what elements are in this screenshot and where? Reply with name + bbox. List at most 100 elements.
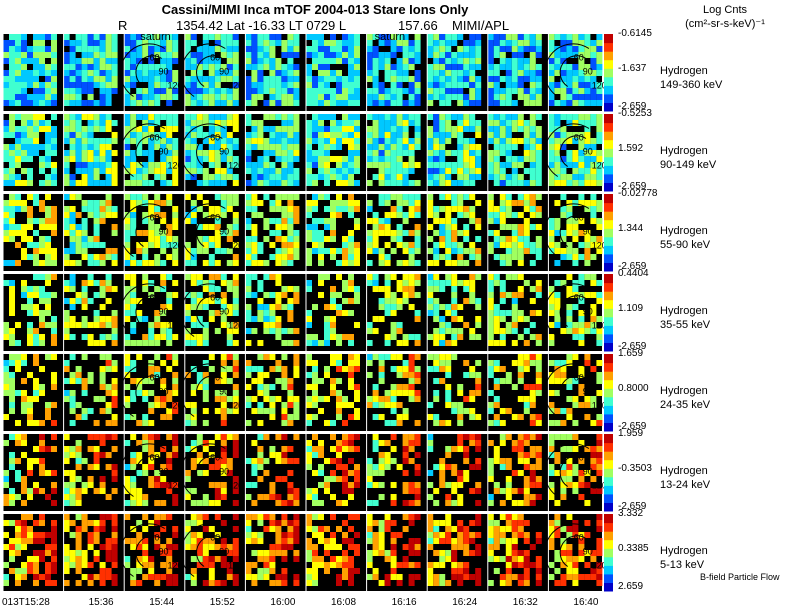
heatmap-cell xyxy=(136,126,143,132)
heatmap-cell xyxy=(590,94,597,100)
heatmap-cell xyxy=(330,52,336,58)
heatmap-cell xyxy=(75,322,82,328)
heatmap-cell xyxy=(75,162,82,168)
heatmap-cell xyxy=(3,132,9,138)
heatmap-cell xyxy=(81,218,88,224)
heatmap-cell xyxy=(529,34,536,40)
heatmap-cell xyxy=(287,538,294,544)
heatmap-cell xyxy=(69,194,76,200)
heatmap-cell xyxy=(245,200,252,206)
heatmap-cell xyxy=(3,366,9,372)
heatmap-cell xyxy=(354,120,360,126)
heatmap-cell xyxy=(9,94,15,100)
heatmap-cell xyxy=(124,476,131,482)
heatmap-cell xyxy=(596,334,603,340)
heatmap-cell xyxy=(21,180,27,186)
heatmap-cell xyxy=(226,408,233,414)
heatmap-cell xyxy=(511,248,518,254)
heatmap-cell xyxy=(172,562,179,568)
heatmap-cell xyxy=(9,488,15,494)
heatmap-cell xyxy=(293,206,300,212)
heatmap-cell xyxy=(535,372,542,378)
heatmap-cell xyxy=(81,514,88,520)
heatmap-cell xyxy=(451,482,458,488)
heatmap-cell xyxy=(27,194,33,200)
heatmap-cell xyxy=(487,242,494,248)
heatmap-cell xyxy=(523,138,530,144)
heatmap-cell xyxy=(505,100,512,106)
heatmap-cell xyxy=(517,174,524,180)
heatmap-cell xyxy=(548,322,555,328)
heatmap-cell xyxy=(87,168,94,174)
heatmap-cell xyxy=(535,360,542,366)
heatmap-cell xyxy=(342,138,348,144)
heatmap-cell xyxy=(475,254,482,260)
heatmap-cell xyxy=(269,180,276,186)
heatmap-cell xyxy=(251,168,258,174)
heatmap-cell xyxy=(232,354,239,360)
heatmap-cell xyxy=(21,514,27,520)
heatmap-cell xyxy=(505,378,512,384)
heatmap-cell xyxy=(130,538,137,544)
heatmap-cell xyxy=(324,138,330,144)
heatmap-cell xyxy=(475,82,482,88)
heatmap-cell xyxy=(220,470,227,476)
heatmap-cell xyxy=(590,82,597,88)
heatmap-cell xyxy=(160,286,167,292)
heatmap-cell xyxy=(190,114,197,120)
heatmap-cell xyxy=(148,94,155,100)
heatmap-cell xyxy=(457,260,464,266)
heatmap-cell xyxy=(348,58,354,64)
heatmap-cell xyxy=(148,378,155,384)
heatmap-cell xyxy=(251,58,258,64)
heatmap-cell xyxy=(366,162,373,168)
heatmap-cell xyxy=(445,180,452,186)
heatmap-cell xyxy=(33,46,39,52)
heatmap-cell xyxy=(63,280,70,286)
heatmap-cell xyxy=(184,304,191,310)
heatmap-cell xyxy=(354,360,360,366)
heatmap-cell xyxy=(584,360,591,366)
heatmap-cell xyxy=(408,194,415,200)
heatmap-cell xyxy=(9,218,15,224)
heatmap-cell xyxy=(414,452,421,458)
heatmap-cell xyxy=(269,310,276,316)
heatmap-cell xyxy=(384,274,391,280)
heatmap-cell xyxy=(554,360,561,366)
heatmap-cell xyxy=(251,500,258,506)
heatmap-cell xyxy=(324,396,330,402)
heatmap-cell xyxy=(408,200,415,206)
heatmap-cell xyxy=(281,138,288,144)
heatmap-cell xyxy=(402,274,409,280)
heatmap-cell xyxy=(372,64,379,70)
contour-label: 90 xyxy=(159,227,169,237)
heatmap-cell xyxy=(33,550,39,556)
heatmap-cell xyxy=(414,194,421,200)
heatmap-cell xyxy=(312,200,318,206)
heatmap-cell xyxy=(160,482,167,488)
heatmap-cell xyxy=(529,70,536,76)
heatmap-cell xyxy=(142,40,149,46)
heatmap-cell xyxy=(590,100,597,106)
heatmap-cell xyxy=(336,402,342,408)
heatmap-cell xyxy=(269,366,276,372)
heatmap-cell xyxy=(469,248,476,254)
colorbar-segment xyxy=(604,59,613,69)
heatmap-cell xyxy=(596,434,603,440)
heatmap-cell xyxy=(124,242,131,248)
heatmap-cell xyxy=(160,150,167,156)
frame-heatmap xyxy=(548,274,603,346)
heatmap-cell xyxy=(324,458,330,464)
heatmap-cell xyxy=(263,174,270,180)
heatmap-cell xyxy=(390,40,397,46)
heatmap-cell xyxy=(293,328,300,334)
heatmap-cell xyxy=(505,372,512,378)
heatmap-cell xyxy=(590,64,597,70)
heatmap-cell xyxy=(136,70,143,76)
heatmap-cell xyxy=(9,70,15,76)
heatmap-cell xyxy=(245,40,252,46)
heatmap-cell xyxy=(39,464,45,470)
heatmap-cell xyxy=(9,206,15,212)
heatmap-cell xyxy=(475,322,482,328)
heatmap-cell xyxy=(342,126,348,132)
